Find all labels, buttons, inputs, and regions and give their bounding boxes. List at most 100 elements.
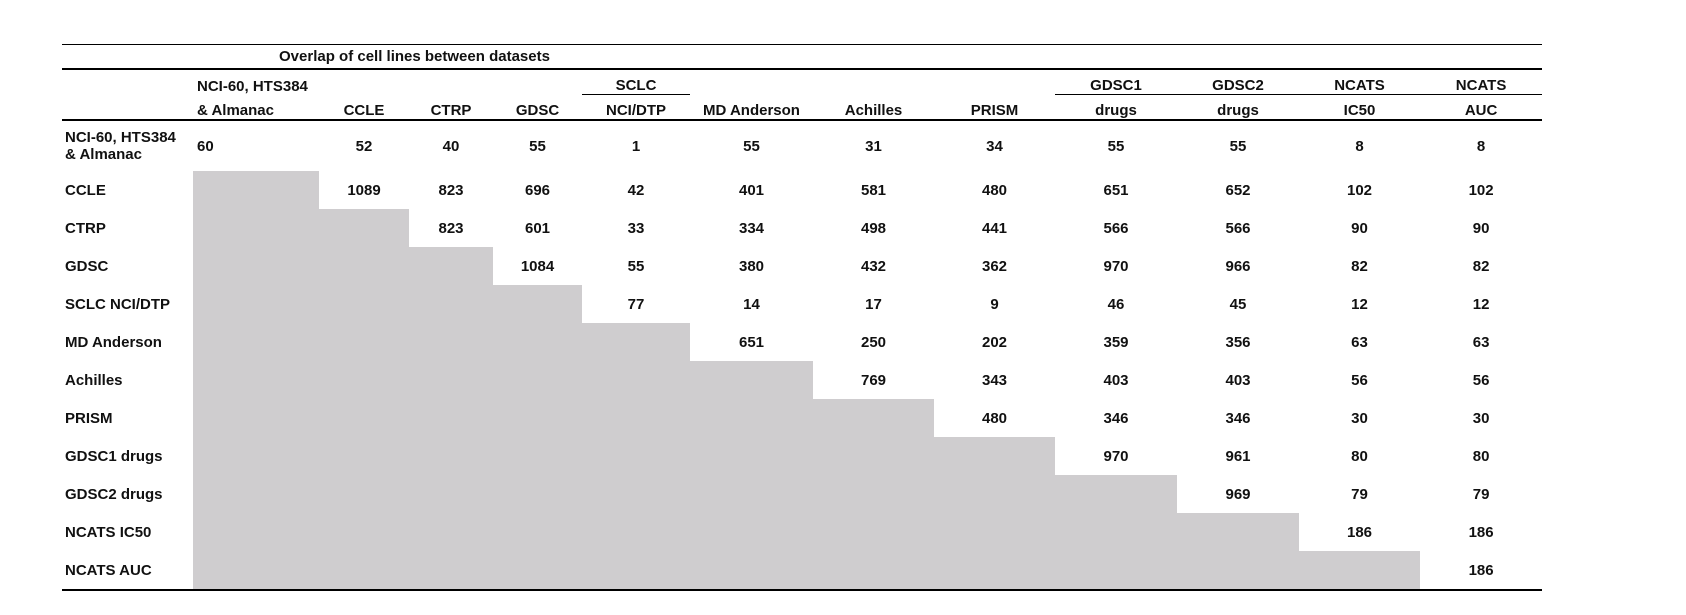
empty-cell: [1055, 551, 1177, 591]
empty-cell: [934, 551, 1055, 591]
column-header: CCLE: [319, 94, 409, 121]
title-row: Overlap of cell lines between datasets: [62, 44, 1543, 70]
empty-cell: [582, 399, 690, 437]
value-cell: 1089: [347, 181, 381, 199]
row-label-line: SCLC NCI/DTP: [65, 295, 170, 313]
value-cell: 102: [1346, 181, 1373, 199]
data-row: CCLE 1089 823 696 42 401 581 480 651 652 102 102: [62, 171, 1542, 209]
empty-cell: [493, 437, 582, 475]
empty-cell: [1055, 475, 1177, 513]
column-header: Achilles: [813, 94, 934, 121]
empty-cell: [193, 209, 319, 247]
value-cell: 823: [438, 181, 464, 199]
value-cell: 55: [529, 137, 546, 155]
column-header-top: [493, 69, 582, 95]
value-cell: 45: [1229, 295, 1247, 313]
empty-cell: [934, 437, 1055, 475]
row-label: NCATS IC50: [62, 513, 193, 551]
data-row: NCATS AUC 186: [62, 551, 1543, 591]
value-cell: 356: [1225, 333, 1251, 351]
empty-cell: [1177, 551, 1299, 591]
empty-cell: [409, 361, 493, 399]
value-cell: 441: [981, 219, 1008, 237]
value-cell: 102: [1468, 181, 1494, 199]
empty-cell: [690, 361, 813, 399]
row-label: NCI-60, HTS384 & Almanac: [62, 120, 193, 171]
row-label-line: NCI-60, HTS384: [65, 129, 176, 146]
row-label: CTRP: [62, 209, 193, 247]
value-cell: 90: [1351, 219, 1368, 237]
row-label-line: PRISM: [65, 409, 113, 427]
value-cell: 346: [1103, 409, 1129, 427]
empty-cell: [493, 361, 582, 399]
value-cell: 601: [524, 219, 551, 237]
corner-cell: [62, 94, 193, 121]
value-cell: 480: [981, 409, 1008, 427]
empty-cell: [193, 361, 319, 399]
data-row: GDSC 1084 55 380 432 362 970 966 82 82: [62, 247, 1542, 285]
value-cell: 55: [743, 137, 760, 155]
data-row: SCLC NCI/DTP 77 14 17 9 46 45 12 12: [62, 285, 1542, 323]
overlap-table: Overlap of cell lines between datasets NC…: [62, 44, 1543, 591]
empty-cell: [409, 437, 493, 475]
column-header: PRISM: [934, 94, 1055, 121]
empty-cell: [690, 475, 813, 513]
data-row: GDSC1 drugs 970 961 80 80: [62, 437, 1542, 475]
empty-cell: [493, 285, 582, 323]
row-label-line: GDSC1 drugs: [65, 447, 163, 465]
value-cell: 202: [981, 333, 1008, 351]
empty-cell: [409, 475, 493, 513]
value-cell: 82: [1351, 257, 1368, 275]
empty-cell: [319, 399, 409, 437]
value-cell: 12: [1351, 295, 1368, 313]
row-label: CCLE: [62, 171, 193, 209]
value-cell: 250: [860, 333, 887, 351]
empty-cell: [409, 399, 493, 437]
empty-cell: [319, 551, 409, 591]
column-header-top: NCI-60, HTS384: [197, 77, 308, 95]
empty-cell: [582, 475, 690, 513]
column-header: IC50: [1299, 94, 1420, 121]
row-label-line: GDSC2 drugs: [65, 485, 163, 503]
value-cell: 8: [1355, 137, 1364, 155]
empty-cell: [319, 323, 409, 361]
value-cell: 79: [1351, 485, 1368, 503]
row-label: GDSC2 drugs: [62, 475, 193, 513]
value-cell: 362: [981, 257, 1008, 275]
empty-cell: [1177, 513, 1299, 551]
value-cell: 60: [197, 137, 214, 155]
table-container: Overlap of cell lines between datasets NC…: [62, 44, 1543, 591]
empty-cell: [193, 475, 319, 513]
empty-cell: [582, 437, 690, 475]
value-cell: 970: [1103, 257, 1129, 275]
empty-cell: [582, 361, 690, 399]
empty-cell: [409, 513, 493, 551]
value-cell: 63: [1472, 333, 1490, 351]
value-cell: 55: [1229, 137, 1247, 155]
value-cell: 34: [986, 137, 1003, 155]
value-cell: 566: [1225, 219, 1251, 237]
empty-cell: [690, 437, 813, 475]
value-cell: 498: [860, 219, 887, 237]
column-header-top: [690, 69, 813, 95]
value-cell: 42: [627, 181, 645, 199]
value-cell: 79: [1472, 485, 1490, 503]
empty-cell: [193, 285, 319, 323]
value-cell: 17: [865, 295, 882, 313]
empty-cell: [409, 247, 493, 285]
empty-cell: [813, 437, 934, 475]
value-cell: 480: [981, 181, 1008, 199]
column-header-top: GDSC1: [1055, 69, 1177, 95]
empty-cell: [493, 513, 582, 551]
empty-cell: [409, 285, 493, 323]
empty-cell: [409, 551, 493, 591]
value-cell: 9: [990, 295, 999, 313]
empty-cell: [813, 475, 934, 513]
data-row: NCI-60, HTS384 & Almanac 60 52 40 55 1 55 31 34 55…: [62, 120, 1542, 171]
empty-cell: [193, 247, 319, 285]
value-cell: 401: [738, 181, 765, 199]
value-cell: 1084: [520, 257, 555, 275]
value-cell: 969: [1225, 485, 1251, 503]
value-cell: 40: [442, 137, 460, 155]
